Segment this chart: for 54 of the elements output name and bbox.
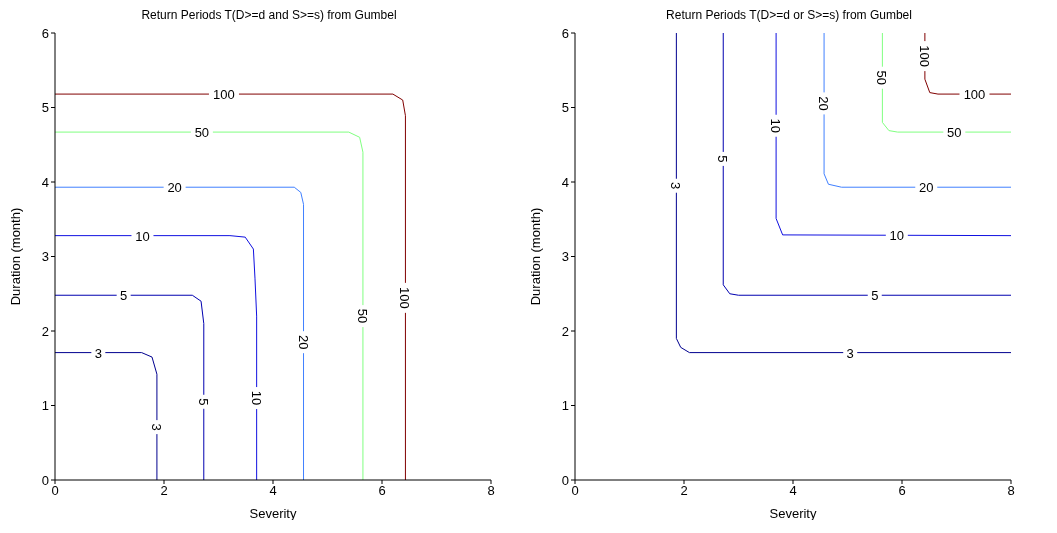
y-tick-label: 1 <box>561 398 569 414</box>
y-tick-label: 3 <box>41 249 49 265</box>
x-tick-label: 0 <box>51 483 59 499</box>
x-tick-label: 6 <box>378 483 386 499</box>
text: 5 <box>195 398 211 406</box>
text: 3 <box>148 423 164 431</box>
text: 100 <box>397 287 413 309</box>
x-tick-label: 2 <box>160 483 168 499</box>
text: 10 <box>248 390 264 406</box>
series-label: 5 <box>871 288 879 304</box>
y-tick-label: 0 <box>41 472 49 488</box>
y-tick-label: 5 <box>41 100 49 116</box>
y-axis-title: Duration (month) <box>7 207 23 306</box>
series-label: 10 <box>135 228 150 244</box>
series-label: 5 <box>120 288 128 304</box>
series-label: 20 <box>167 180 182 196</box>
text: 100 <box>916 45 932 67</box>
y-tick-label: 4 <box>561 174 569 190</box>
text: 20 <box>816 96 832 111</box>
text: 20 <box>295 334 311 350</box>
y-tick-label: 1 <box>41 398 49 414</box>
series-label: 100 <box>963 87 986 103</box>
x-tick-label: 4 <box>789 483 797 499</box>
series-label: 100 <box>213 87 235 103</box>
y-tick-label: 5 <box>561 100 569 116</box>
x-tick-label: 8 <box>487 483 495 499</box>
y-tick-label: 6 <box>561 25 569 41</box>
series-label: 50 <box>194 125 210 141</box>
y-tick-label: 2 <box>561 323 569 339</box>
x-axis-title: Severity <box>249 506 297 521</box>
chart-title: Return Periods T(D>=d or S>=s) from Gumbel <box>665 8 913 22</box>
text: 5 <box>715 155 731 163</box>
y-tick-label: 6 <box>41 25 49 41</box>
x-axis-title: Severity <box>769 506 817 521</box>
x-tick-label: 0 <box>571 483 579 499</box>
series-label: 20 <box>919 180 934 196</box>
series-label: 50 <box>947 125 962 141</box>
series-label: 10 <box>889 228 905 244</box>
x-tick-label: 2 <box>680 483 688 499</box>
series-label: 3 <box>846 345 854 361</box>
y-axis-title: Duration (month) <box>527 207 543 306</box>
text: 3 <box>668 182 684 190</box>
chart-title: Return Periods T(D>=d and S>=s) from Gumbel <box>140 8 398 22</box>
text: 50 <box>874 70 890 85</box>
y-tick-label: 3 <box>561 249 569 265</box>
text: 50 <box>354 308 370 324</box>
y-tick-label: 0 <box>561 472 569 488</box>
series-label: 3 <box>94 345 102 361</box>
x-tick-label: 4 <box>269 483 277 499</box>
text: 10 <box>768 118 784 133</box>
x-tick-label: 8 <box>1007 483 1015 499</box>
x-tick-label: 6 <box>898 483 906 499</box>
y-tick-label: 2 <box>41 323 49 339</box>
y-tick-label: 4 <box>41 174 49 190</box>
